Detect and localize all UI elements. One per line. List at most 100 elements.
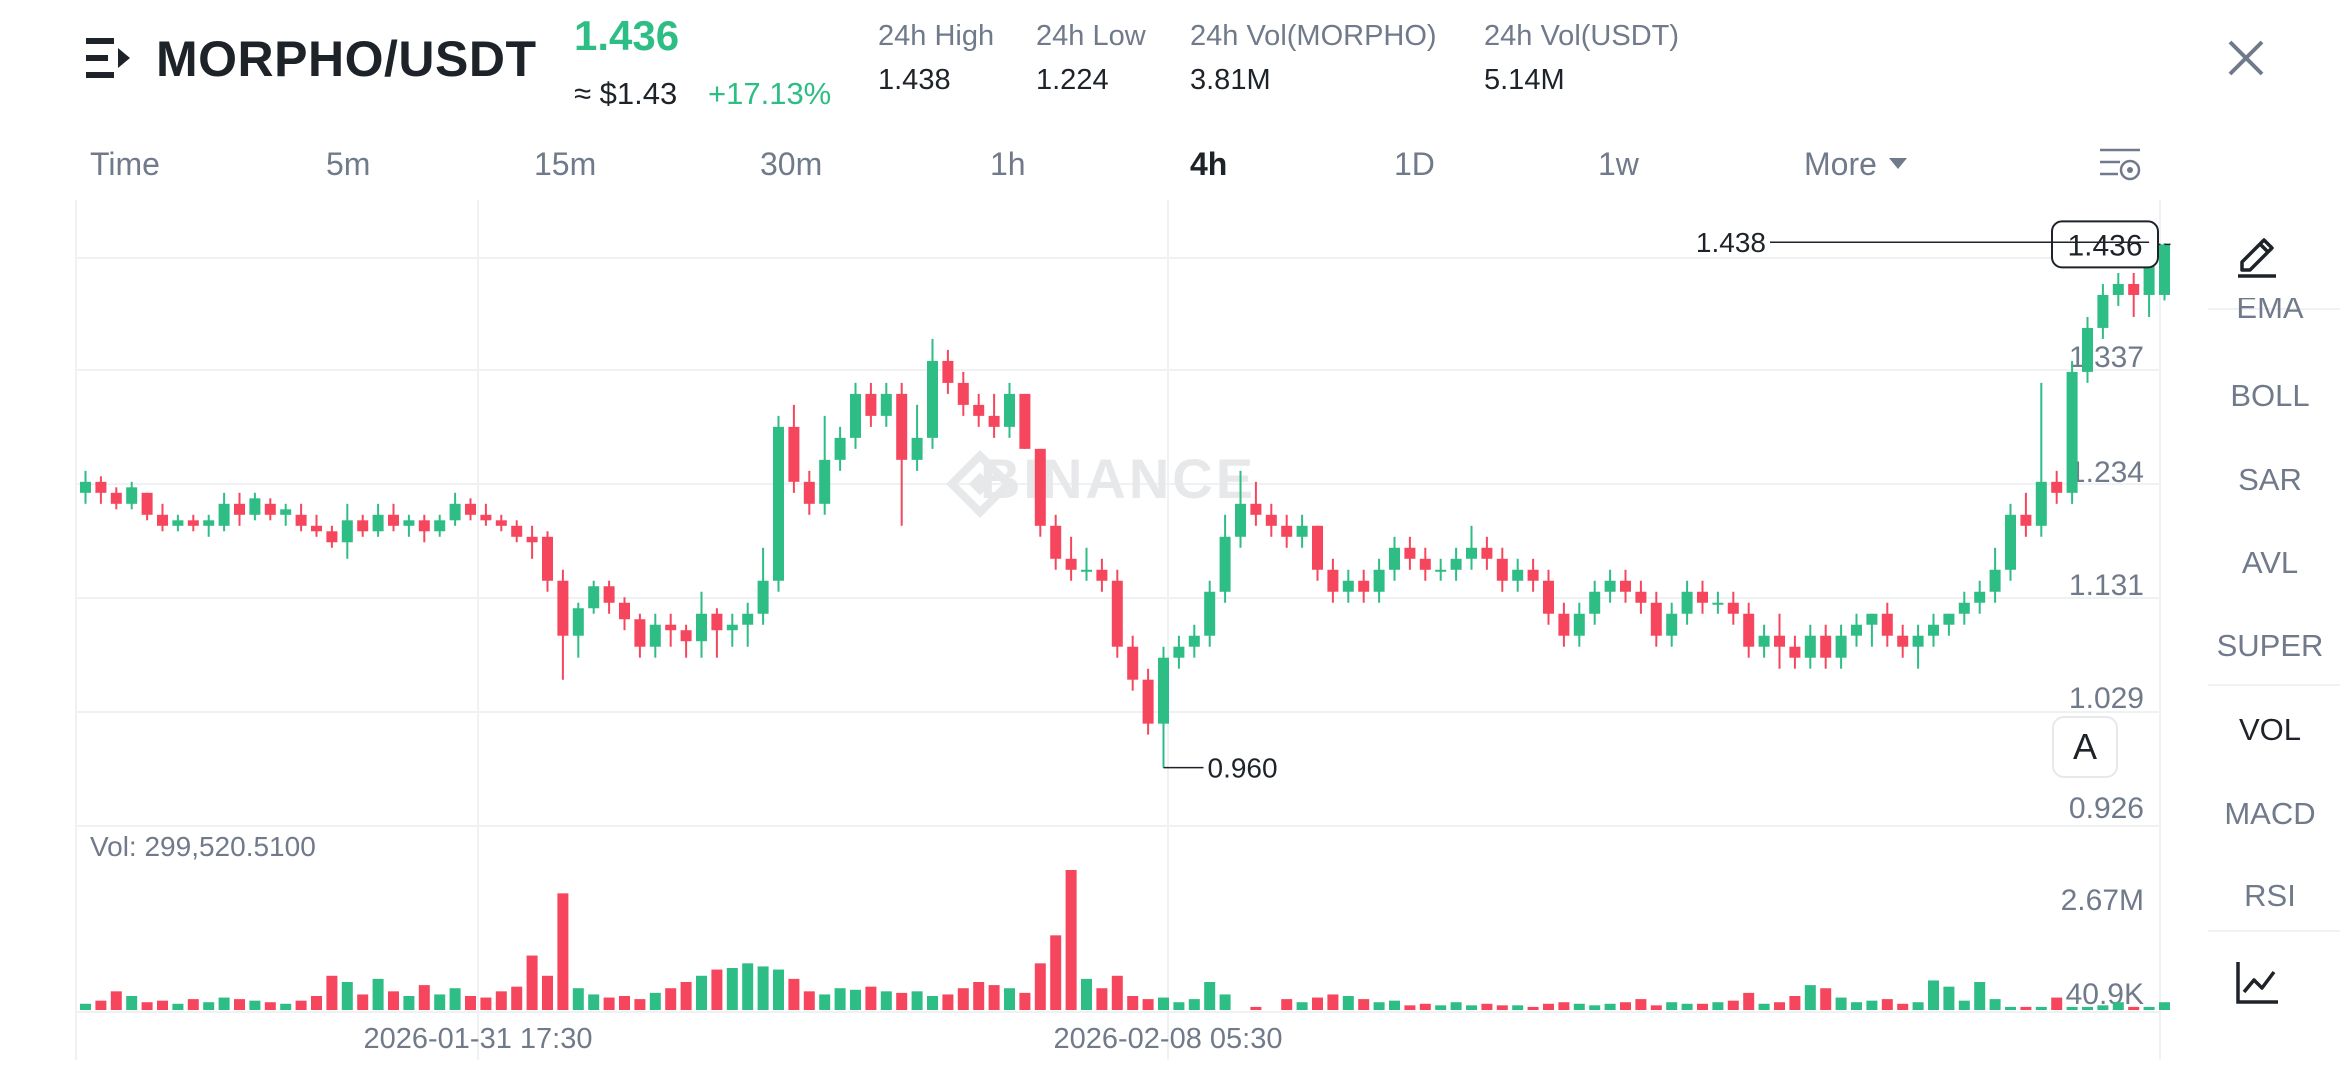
volume-bar: [1127, 996, 1139, 1010]
candle-body: [2128, 283, 2140, 295]
volume-bar: [927, 996, 938, 1010]
volume-bar: [2128, 1006, 2140, 1010]
volume-bar: [788, 978, 800, 1010]
candle-body: [742, 613, 754, 625]
candle-body: [942, 360, 954, 383]
indicator-divider: [2208, 684, 2340, 686]
candle-body: [726, 624, 738, 631]
candle-body: [1019, 393, 1031, 449]
volume-bar: [511, 986, 523, 1010]
volume-bar: [1851, 1002, 1862, 1010]
volume-bar: [1404, 1005, 1416, 1010]
volume-bar: [1789, 996, 1801, 1010]
stat-24h-vol-quote-value: 5.14M: [1484, 64, 1565, 96]
tab-1d[interactable]: 1D: [1394, 146, 1435, 182]
tab-30m[interactable]: 30m: [760, 146, 823, 182]
volume-bar: [726, 968, 738, 1010]
volume-bar: [572, 988, 584, 1010]
candle-body: [1435, 569, 1447, 572]
candle-body: [880, 393, 892, 416]
time-axis-label: 2026-01-31 17:30: [364, 1023, 593, 1055]
menu-icon[interactable]: [84, 34, 134, 82]
watermark-text: BINANCE: [980, 447, 1256, 510]
candle-body: [696, 613, 707, 642]
volume-bar: [157, 1000, 168, 1010]
tab-5m[interactable]: 5m: [326, 146, 371, 182]
volume-bar: [1188, 999, 1200, 1010]
candle-body: [1543, 580, 1554, 614]
candle-body: [511, 525, 523, 537]
tab-more[interactable]: More: [1804, 146, 1907, 183]
volume-bar: [1142, 999, 1154, 1010]
tab-15m[interactable]: 15m: [534, 146, 597, 182]
candle-body: [1989, 569, 2001, 592]
candle-body: [1312, 525, 1323, 570]
draw-pencil-icon[interactable]: [2232, 230, 2282, 278]
volume-bar: [542, 975, 553, 1010]
indicator-super[interactable]: SUPER: [2216, 628, 2324, 663]
candle-body: [326, 531, 338, 543]
indicator-vol[interactable]: VOL: [2238, 712, 2302, 747]
volume-bar: [388, 991, 399, 1010]
indicator-avl[interactable]: AVL: [2241, 545, 2299, 580]
candle-body: [2159, 244, 2170, 295]
price-axis-tick: 1.029: [2069, 682, 2144, 715]
candle-body: [757, 580, 769, 614]
candle-body: [1281, 525, 1293, 537]
volume-bar: [2051, 997, 2063, 1010]
candle-body: [572, 608, 584, 636]
volume-bar: [1312, 997, 1323, 1010]
volume-bar: [1958, 1000, 1970, 1010]
volume-bar: [1943, 986, 1955, 1010]
candle-body: [1050, 525, 1062, 559]
candle-body: [372, 514, 384, 532]
volume-bar: [603, 997, 615, 1010]
volume-bar: [1281, 999, 1293, 1010]
candle-body: [834, 437, 846, 460]
volume-bar: [1389, 1000, 1400, 1010]
indicator-rsi[interactable]: RSI: [2244, 878, 2296, 912]
candle-body: [1897, 635, 1909, 647]
candle-body: [1173, 646, 1185, 658]
candle-body: [1835, 635, 1847, 658]
volume-bar: [1450, 1002, 1462, 1010]
tab-1h[interactable]: 1h: [990, 146, 1026, 182]
price-axis-tick: 1.337: [2069, 341, 2144, 374]
tab-4h[interactable]: 4h: [1190, 146, 1228, 182]
candle-body: [1958, 602, 1970, 614]
candle-body: [1666, 613, 1678, 636]
candle-body: [1096, 569, 1108, 581]
indicator-ema[interactable]: EMA: [2236, 298, 2304, 325]
chart-settings-icon[interactable]: [2098, 144, 2142, 184]
pair-title[interactable]: MORPHO/USDT: [156, 31, 537, 87]
stat-24h-vol-quote-label: 24h Vol(USDT): [1484, 20, 1680, 52]
price-axis-tick: 0.926: [2069, 792, 2144, 825]
volume-bar: [865, 986, 877, 1010]
candle-body: [465, 503, 476, 515]
volume-bar: [1004, 988, 1015, 1010]
close-icon[interactable]: [2222, 34, 2270, 82]
candle-body: [449, 503, 461, 521]
volume-bar: [1512, 1005, 1524, 1010]
tab-1w[interactable]: 1w: [1598, 146, 1639, 182]
volume-bar: [1481, 1003, 1493, 1010]
candle-body: [1650, 602, 1662, 636]
line-chart-icon[interactable]: [2234, 960, 2280, 1006]
auto-scale-button[interactable]: A: [2052, 716, 2118, 778]
volume-bar: [234, 999, 245, 1010]
candle-body: [634, 619, 646, 647]
volume-bar: [2020, 1006, 2032, 1010]
candle-body: [649, 624, 661, 647]
indicator-sar[interactable]: SAR: [2238, 462, 2302, 497]
volume-bar: [341, 982, 353, 1010]
volume-bar: [1050, 935, 1062, 1010]
candle-body: [1419, 558, 1431, 570]
indicator-boll[interactable]: BOLL: [2230, 378, 2310, 413]
volume-bar: [1419, 1003, 1431, 1010]
current-price-tag: [2051, 220, 2159, 269]
volume-bar: [1219, 994, 1231, 1010]
tab-time[interactable]: Time: [90, 146, 160, 182]
indicator-macd[interactable]: MACD: [2224, 796, 2316, 831]
candle-body: [1081, 569, 1092, 572]
